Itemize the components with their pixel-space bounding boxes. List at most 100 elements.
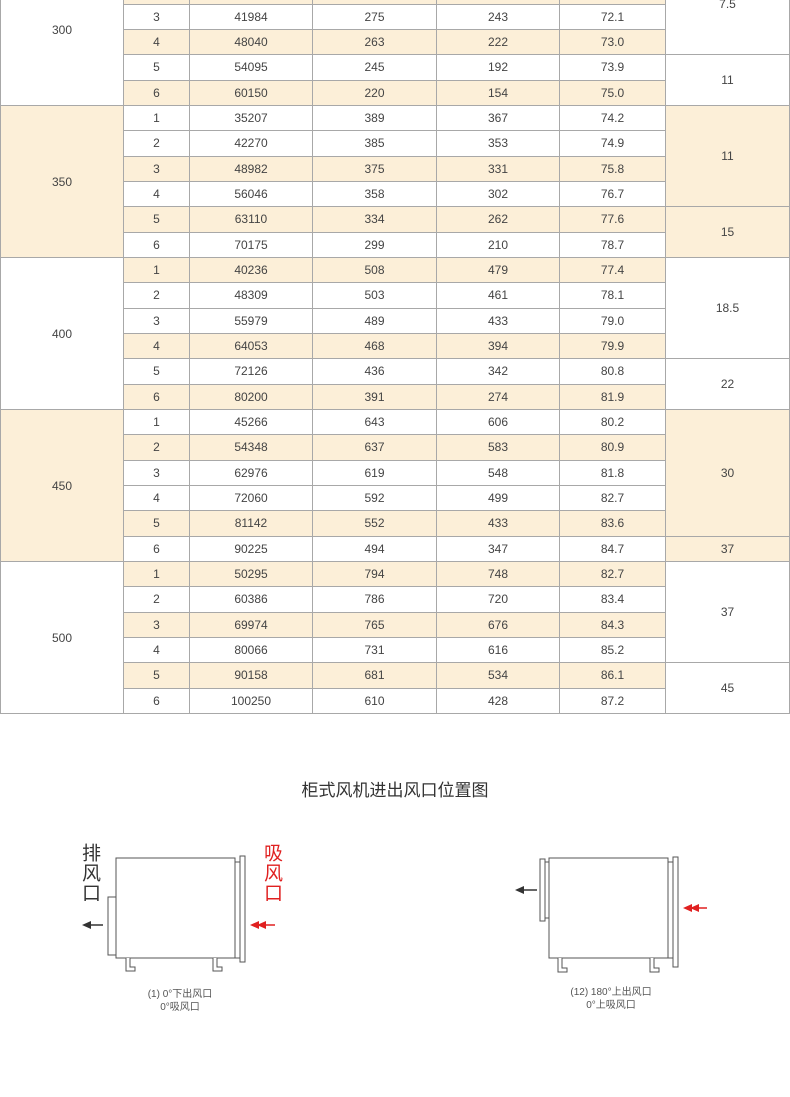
table-cell: 60150	[190, 80, 313, 106]
table-cell: 80.2	[560, 410, 666, 436]
table-cell: 56046	[190, 182, 313, 208]
size-cell: 300	[0, 0, 124, 106]
table-cell: 433	[437, 511, 560, 537]
table-cell: 75.8	[560, 156, 666, 182]
power-cell: 30	[666, 410, 790, 537]
table-cell: 262	[437, 207, 560, 233]
table-cell: 243	[437, 4, 560, 30]
table-cell: 41984	[190, 4, 313, 30]
table-cell: 210	[437, 232, 560, 258]
power-cell: 22	[666, 359, 790, 410]
table-cell: 64053	[190, 334, 313, 360]
table-cell: 81.9	[560, 384, 666, 410]
table-cell: 6	[124, 80, 190, 106]
table-cell: 394	[437, 334, 560, 360]
table-cell: 436	[313, 359, 437, 385]
table-cell: 1	[124, 410, 190, 436]
table-cell: 79.9	[560, 334, 666, 360]
outlet-label: 排风口	[79, 843, 100, 903]
table-cell: 2	[124, 283, 190, 309]
caption-line: 0°上吸风口	[586, 1000, 636, 1011]
table-cell: 342	[437, 359, 560, 385]
table-cell: 80.9	[560, 435, 666, 461]
table-cell: 489	[313, 308, 437, 334]
table-cell: 55979	[190, 308, 313, 334]
table-cell: 6	[124, 688, 190, 714]
size-cell: 400	[0, 258, 124, 410]
table-cell: 765	[313, 612, 437, 638]
table-cell: 69974	[190, 612, 313, 638]
power-cell: 45	[666, 663, 790, 714]
caption: (1) 0°下出风口 0°吸风口	[90, 988, 270, 1014]
table-cell: 50295	[190, 562, 313, 588]
table-cell: 375	[313, 156, 437, 182]
arrow-head	[683, 904, 692, 912]
inlet-label: 吸风口	[261, 843, 282, 903]
table-cell: 494	[313, 536, 437, 562]
table-cell: 48309	[190, 283, 313, 309]
table-cell: 2	[124, 435, 190, 461]
table-cell: 731	[313, 638, 437, 664]
table-cell: 367	[437, 106, 560, 132]
table-cell	[560, 0, 666, 5]
table-cell: 90225	[190, 536, 313, 562]
table-cell: 2	[124, 131, 190, 157]
table-cell: 1	[124, 562, 190, 588]
table-cell: 3	[124, 612, 190, 638]
arrow-head	[257, 921, 266, 929]
table-cell: 154	[437, 80, 560, 106]
table-cell: 87.2	[560, 688, 666, 714]
table-cell: 548	[437, 460, 560, 486]
table-cell: 4	[124, 182, 190, 208]
table-cell: 80066	[190, 638, 313, 664]
table-cell: 73.9	[560, 55, 666, 81]
diagram-title: 柜式风机进出风口位置图	[301, 781, 489, 800]
table-cell: 82.7	[560, 562, 666, 588]
table-cell: 3	[124, 308, 190, 334]
table-cell: 245	[313, 55, 437, 81]
size-cell: 500	[0, 562, 124, 714]
table-cell: 1	[124, 258, 190, 284]
table-cell	[124, 0, 190, 5]
table-cell: 1	[124, 106, 190, 132]
table-cell: 385	[313, 131, 437, 157]
table-cell: 45266	[190, 410, 313, 436]
table-cell: 48982	[190, 156, 313, 182]
table-cell: 619	[313, 460, 437, 486]
table-cell: 70175	[190, 232, 313, 258]
size-cell: 350	[0, 106, 124, 258]
table-cell: 274	[437, 384, 560, 410]
power-cell: 15	[666, 207, 790, 258]
table-cell: 583	[437, 435, 560, 461]
inlet-plate	[239, 855, 246, 963]
table-cell: 35207	[190, 106, 313, 132]
caption-line: (12) 180°上出风口	[570, 987, 652, 998]
table-cell: 84.3	[560, 612, 666, 638]
table-cell: 616	[437, 638, 560, 664]
table-cell: 85.2	[560, 638, 666, 664]
table-cell: 5	[124, 663, 190, 689]
size-cell: 450	[0, 410, 124, 562]
table-cell	[190, 0, 313, 5]
table-cell: 508	[313, 258, 437, 284]
table-cell: 72126	[190, 359, 313, 385]
table-cell: 77.4	[560, 258, 666, 284]
table-cell: 534	[437, 663, 560, 689]
table-cell: 81142	[190, 511, 313, 537]
table-cell: 499	[437, 486, 560, 512]
table-cell: 748	[437, 562, 560, 588]
caption: (12) 180°上出风口 0°上吸风口	[521, 986, 701, 1012]
table-cell: 42270	[190, 131, 313, 157]
table-cell: 83.4	[560, 587, 666, 613]
table-cell	[437, 0, 560, 5]
foot	[557, 958, 568, 973]
table-cell: 222	[437, 30, 560, 56]
table-cell: 461	[437, 283, 560, 309]
table-cell: 80.8	[560, 359, 666, 385]
table-cell: 74.2	[560, 106, 666, 132]
table-cell: 75.0	[560, 80, 666, 106]
table-cell: 77.6	[560, 207, 666, 233]
table-cell: 40236	[190, 258, 313, 284]
outlet-flange	[107, 896, 117, 956]
table-cell: 2	[124, 587, 190, 613]
